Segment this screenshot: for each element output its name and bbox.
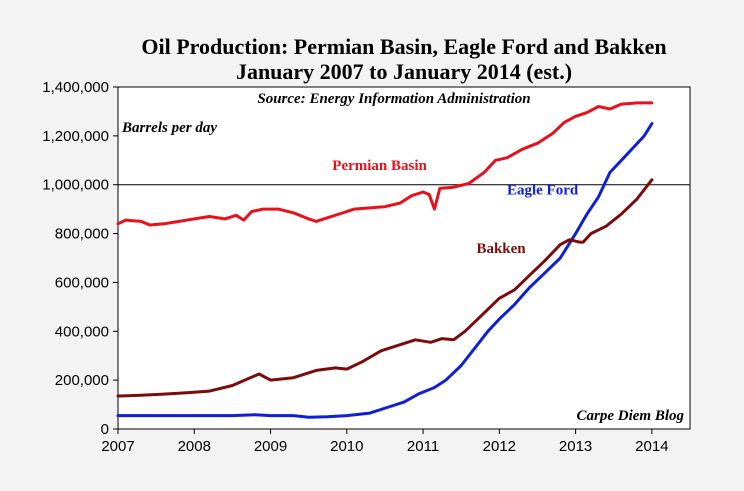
series-label-permian-basin: Permian Basin [332,158,427,174]
y-tick-label: 600,000 [55,274,109,291]
y-axis: 0 200,000 400,000 600,000 800,000 1,000,000 1,… [42,79,118,438]
series-line-permian-basin [116,101,654,227]
y-tick-label: 200,000 [55,372,109,389]
x-tick-label: 2008 [178,438,211,455]
x-axis: 2007 2008 2009 2010 2011 2012 2013 2014 [101,429,669,455]
y-tick-label: 400,000 [55,323,109,340]
x-tick-label: 2011 [407,438,439,455]
credit-note: Carpe Diem Blog [577,408,685,424]
x-tick-label: 2012 [483,438,516,455]
y-tick-label: 0 [101,421,109,438]
series-label-eagle-ford: Eagle Ford [507,182,579,198]
y-tick-label: 1,200,000 [42,128,109,145]
source-note: Source: Energy Information Administratio… [257,91,530,107]
x-tick-label: 2009 [254,438,287,455]
y-tick-label: 800,000 [55,226,109,243]
y-tick-label: 1,000,000 [42,177,109,194]
series-line-eagle-ford [116,122,654,419]
chart-title-line-2: January 2007 to January 2014 (est.) [236,59,572,84]
y-axis-label: Barrels per day [121,120,217,136]
y-tick-label: 1,400,000 [42,79,109,96]
x-tick-label: 2014 [635,438,668,455]
x-tick-label: 2007 [101,438,134,455]
series-labels: Permian Basin Eagle Ford Bakken [332,158,579,257]
plot-area [117,86,691,430]
series-label-bakken: Bakken [476,241,526,257]
x-tick-label: 2010 [330,438,363,455]
series-line-bakken [116,178,654,398]
x-tick-label: 2013 [559,438,592,455]
chart-title-line-1: Oil Production: Permian Basin, Eagle For… [141,34,666,59]
series-lines [116,101,654,419]
